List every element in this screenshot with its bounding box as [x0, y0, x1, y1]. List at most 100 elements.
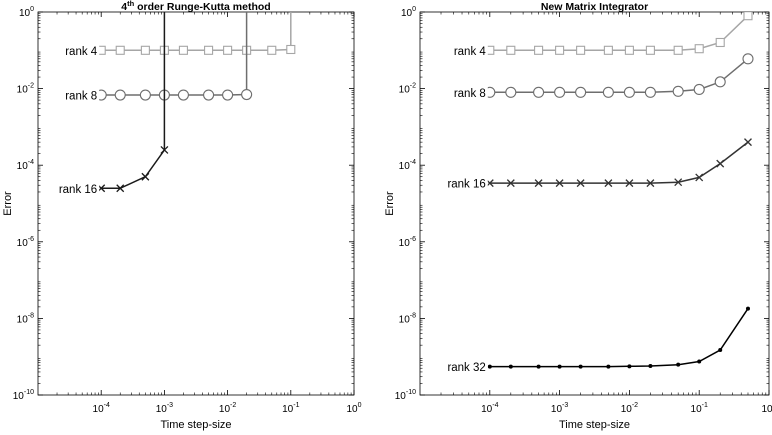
series-label-background — [49, 180, 100, 196]
y-tick-label: 10-4 — [17, 159, 34, 172]
series-label: rank 8 — [454, 88, 486, 100]
y-tick-label: 100 — [19, 6, 34, 19]
series-rank-16 — [97, 12, 169, 193]
x-tick-label: 100 — [346, 402, 361, 415]
y-axis-label: Error — [2, 191, 14, 216]
x-axis-label: Time step-size — [559, 419, 630, 431]
data-point — [744, 138, 752, 147]
data-point — [676, 362, 681, 367]
y-tick-label: 10-6 — [17, 236, 34, 249]
data-point — [555, 45, 565, 55]
chart-title: New Matrix Integrator — [541, 1, 648, 13]
data-point — [557, 364, 562, 369]
series-line — [489, 141, 749, 184]
data-point — [555, 179, 564, 188]
y-tick-label: 10-6 — [399, 236, 416, 249]
data-point — [506, 45, 516, 55]
x-tick-label: 10-3 — [156, 402, 173, 415]
data-point — [534, 179, 543, 188]
data-point — [487, 364, 492, 369]
series-line — [489, 58, 749, 94]
y-tick-label: 10-8 — [399, 312, 416, 325]
data-point — [576, 45, 586, 55]
data-point — [603, 45, 613, 55]
series-rank-32 — [487, 306, 750, 369]
data-point — [241, 88, 253, 101]
data-point — [114, 89, 126, 101]
series-rank-8 — [484, 53, 754, 98]
y-tick-label: 10-4 — [399, 159, 416, 172]
data-point — [602, 86, 614, 98]
data-point — [267, 45, 277, 55]
y-tick-label: 10-8 — [17, 312, 34, 325]
data-point — [223, 45, 233, 55]
data-point — [648, 364, 653, 369]
series-line — [101, 12, 166, 190]
data-point — [644, 86, 656, 98]
data-point — [673, 45, 683, 55]
data-point — [139, 89, 151, 101]
data-point — [695, 173, 704, 182]
data-point — [115, 45, 125, 55]
data-point — [606, 364, 611, 369]
data-point — [533, 86, 545, 98]
series-label: rank 32 — [447, 362, 485, 374]
x-tick-label: 10-2 — [219, 402, 236, 415]
data-point — [203, 89, 215, 101]
x-tick-label: 100 — [761, 402, 772, 415]
data-point — [714, 76, 726, 88]
series-label: rank 4 — [454, 46, 487, 58]
series-label-background — [437, 42, 488, 58]
data-point — [625, 179, 634, 188]
plot-area-frame — [419, 11, 770, 396]
y-tick-label: 100 — [401, 6, 416, 19]
data-point — [742, 53, 754, 65]
series-label-background — [437, 175, 488, 191]
data-point — [672, 85, 684, 97]
series-label-background — [437, 84, 488, 100]
chart-title: 4th order Runge-Kutta method — [121, 0, 270, 13]
x-tick-label: 10-2 — [621, 402, 638, 415]
series-line — [489, 308, 749, 368]
x-tick-label: 10-1 — [282, 402, 299, 415]
data-point — [554, 86, 566, 98]
y-tick-label: 10-2 — [399, 83, 416, 96]
series-line — [101, 12, 292, 52]
data-point — [178, 45, 188, 55]
series-label: rank 16 — [59, 184, 97, 196]
plot-area-frame — [37, 11, 355, 396]
chart-panel-2: 10-4 10-3 10-2 10-1 100 10-10 10-8 10-6 10-4 10-2… — [384, 1, 772, 431]
series-rank-4 — [485, 12, 753, 55]
series-rank-4 — [96, 12, 296, 55]
data-point — [222, 89, 234, 101]
data-point — [623, 86, 635, 98]
data-point — [534, 45, 544, 55]
x-tick-label: 10-1 — [691, 402, 708, 415]
data-point — [697, 359, 702, 364]
data-point — [575, 86, 587, 98]
data-point — [624, 45, 634, 55]
data-point — [505, 86, 517, 98]
series-label-background — [437, 358, 488, 374]
data-point — [646, 179, 655, 188]
data-point — [506, 179, 515, 188]
series-rank-16 — [485, 138, 752, 188]
data-point — [715, 37, 725, 48]
data-point — [177, 89, 189, 101]
series-label: rank 4 — [65, 46, 98, 58]
data-point — [604, 179, 613, 188]
data-point — [508, 364, 513, 369]
x-tick-label: 10-4 — [481, 402, 498, 415]
data-point — [160, 145, 169, 154]
y-axis-label: Error — [384, 191, 396, 216]
series-label-background — [49, 42, 100, 58]
data-point — [286, 44, 296, 55]
series-rank-8 — [95, 12, 253, 101]
data-point — [745, 306, 750, 311]
chart-panel-1: 10-4 10-3 10-2 10-1 100 10-10 10-8 10-6 10-4 10-2… — [2, 0, 362, 431]
series-label: rank 8 — [65, 91, 97, 103]
x-tick-label: 10-4 — [93, 402, 110, 415]
series-label-background — [49, 87, 100, 103]
x-axis-label: Time step-size — [160, 419, 231, 431]
